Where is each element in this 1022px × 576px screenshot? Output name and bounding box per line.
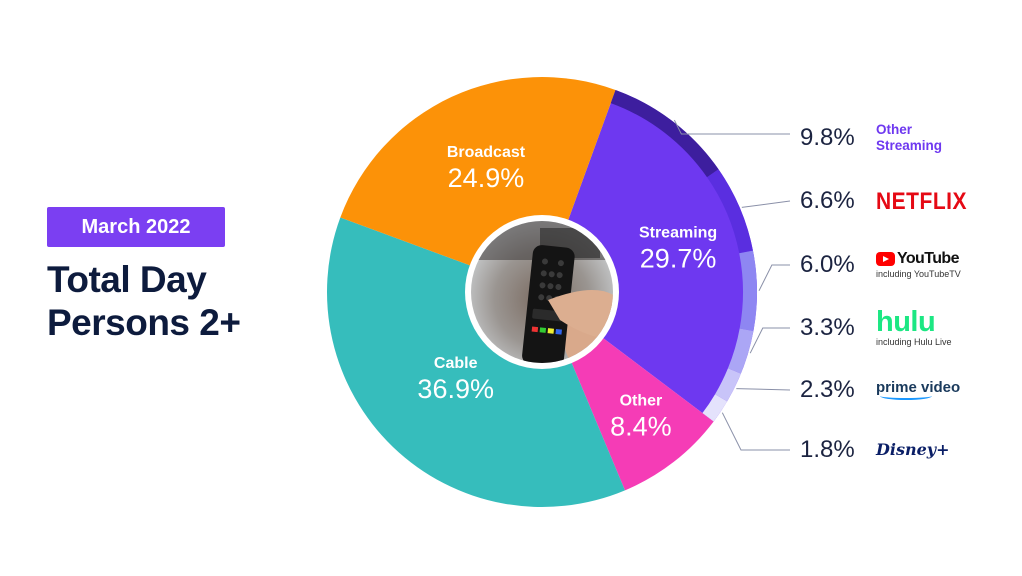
hulu-sub: including Hulu Live — [876, 337, 952, 347]
hulu-logo: hulu including Hulu Live — [876, 306, 952, 347]
other-streaming-line1: Other — [876, 122, 913, 137]
streaming-ring-segment-5 — [715, 368, 741, 402]
pie-slice-cable — [327, 217, 625, 507]
streaming-ring-segment-3 — [739, 250, 757, 331]
slice-label-broadcast: Broadcast — [447, 144, 526, 161]
legend-row-other-streaming: 9.8% Other Streaming — [800, 118, 942, 158]
streaming-ring-segment-6 — [702, 394, 728, 422]
leader-line-3 — [758, 264, 790, 291]
leader-line-5 — [736, 388, 791, 391]
page-title: Total Day Persons 2+ — [47, 258, 241, 344]
amazon-smile-icon — [880, 392, 932, 400]
leader-line-4 — [749, 327, 790, 354]
slice-label-cable: Cable — [434, 355, 478, 372]
slice-label-other: Other — [620, 392, 663, 409]
tv-remote-photo — [465, 215, 619, 369]
slice-value-cable: 36.9% — [417, 374, 494, 404]
legend-row-prime-video: 2.3% prime video — [800, 370, 960, 410]
disney-plus-logo: Disney+ — [876, 440, 950, 459]
netflix-logo: NETFLIX — [876, 187, 967, 215]
prime-video-wordmark: prime video — [876, 379, 961, 396]
legend-row-disney-plus: 1.8% Disney+ — [800, 430, 949, 470]
leader-line-2 — [741, 200, 791, 208]
youtube-play-icon — [876, 252, 895, 266]
hulu-wordmark: hulu — [876, 306, 936, 338]
legend-row-netflix: 6.6% NETFLIX — [800, 181, 967, 221]
legend-pct: 2.3% — [800, 376, 855, 403]
pie-slice-streaming — [542, 89, 757, 422]
title-line-2: Persons 2+ — [47, 302, 241, 343]
streaming-ring-segment-2 — [707, 169, 753, 254]
legend-pct: 6.6% — [800, 187, 855, 214]
legend-row-youtube: 6.0% YouTube including YouTubeTV — [800, 245, 961, 285]
youtube-wordmark: YouTube — [897, 250, 959, 267]
slice-value-other: 8.4% — [610, 411, 672, 441]
youtube-logo: YouTube including YouTubeTV — [876, 251, 961, 279]
legend-pct: 9.8% — [800, 124, 855, 151]
slice-label-streaming: Streaming — [639, 225, 717, 242]
title-line-1: Total Day — [47, 259, 207, 300]
streaming-ring-segment-1 — [610, 89, 719, 178]
date-badge: March 2022 — [47, 207, 225, 247]
legend-row-hulu: 3.3% hulu including Hulu Live — [800, 308, 952, 348]
streaming-ring-segment-4 — [727, 328, 754, 374]
leader-line-6 — [721, 412, 790, 451]
legend-pct: 3.3% — [800, 314, 855, 341]
leader-line-1 — [673, 119, 790, 135]
slice-value-streaming: 29.7% — [640, 244, 717, 274]
prime-video-logo: prime video — [876, 380, 960, 400]
other-streaming-label: Other Streaming — [876, 122, 942, 154]
slice-value-broadcast: 24.9% — [448, 163, 525, 193]
legend-pct: 1.8% — [800, 436, 855, 463]
youtube-sub: including YouTubeTV — [876, 269, 961, 279]
other-streaming-line2: Streaming — [876, 138, 943, 153]
legend-pct: 6.0% — [800, 251, 855, 278]
